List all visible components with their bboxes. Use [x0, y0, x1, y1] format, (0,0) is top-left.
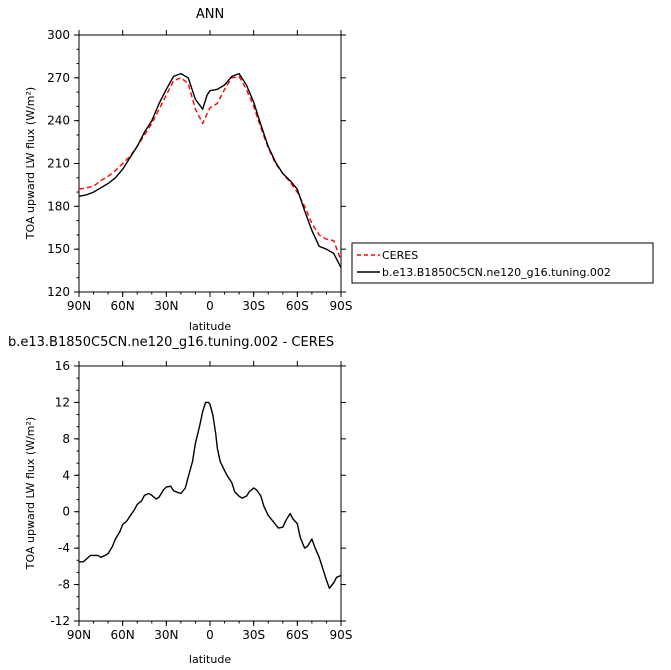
y-tick-label: 270 [47, 71, 70, 85]
plot-frame [78, 34, 342, 293]
y-tick-label: 240 [47, 114, 70, 128]
y-axis-label: TOA upward LW flux (W/m²) [24, 417, 37, 570]
x-tick-label: 60N [111, 628, 135, 642]
legend-label-model: b.e13.B1850C5CN.ne120_g16.tuning.002 [382, 266, 611, 279]
y-tick-label: 150 [47, 242, 70, 256]
x-tick-label: 60S [286, 628, 309, 642]
chart-annual-flux: ANN latitude TOA upward LW flux (W/m²) C… [24, 7, 654, 333]
y-axis-label: TOA upward LW flux (W/m²) [24, 87, 37, 240]
chart-title: ANN [196, 7, 224, 22]
x-tick-label: 30N [154, 299, 178, 313]
y-tick-label: 4 [62, 468, 70, 482]
series-line-b-e13-b1850c5cn-ne120-g16-tuning-002 [78, 72, 342, 269]
x-tick-label: 30N [154, 628, 178, 642]
y-tick-label: -8 [58, 578, 70, 592]
y-tick-label: 300 [47, 28, 70, 42]
legend-box [351, 242, 654, 284]
y-tick-label: 0 [62, 505, 70, 519]
x-tick-label: 30S [242, 628, 265, 642]
x-axis-label: latitude [189, 653, 231, 666]
y-tick-label: 12 [55, 395, 70, 409]
x-tick-label: 30S [242, 299, 265, 313]
x-tick-label: 60S [286, 299, 309, 313]
x-tick-label: 60N [111, 299, 135, 313]
legend: CERES b.e13.B1850C5CN.ne120_g16.tuning.0… [351, 242, 654, 284]
y-tick-label: 8 [62, 432, 70, 446]
y-axis-label-text: TOA upward LW flux (W/m²) [24, 87, 37, 240]
x-axis-label: latitude [189, 320, 231, 333]
x-tick-label: 90N [67, 299, 91, 313]
x-tick-label: 0 [206, 628, 214, 642]
y-tick-label: -12 [50, 614, 70, 628]
x-tick-label: 90N [67, 628, 91, 642]
legend-label-ceres: CERES [382, 249, 418, 262]
chart-difference: b.e13.B1850C5CN.ne120_g16.tuning.002 - C… [8, 335, 352, 666]
y-tick-label: 210 [47, 157, 70, 171]
x-tick-label: 90S [330, 628, 353, 642]
series-line-difference [79, 401, 342, 589]
y-tick-label: 16 [55, 359, 70, 373]
x-tick-label: 0 [206, 299, 214, 313]
y-tick-label: -4 [58, 541, 70, 555]
y-tick-label: 120 [47, 285, 70, 299]
series-line-ceres [78, 75, 342, 261]
x-tick-label: 90S [330, 299, 353, 313]
y-tick-label: 180 [47, 199, 70, 213]
chart-title: b.e13.B1850C5CN.ne120_g16.tuning.002 - C… [8, 335, 334, 350]
y-axis-label-text: TOA upward LW flux (W/m²) [24, 417, 37, 570]
